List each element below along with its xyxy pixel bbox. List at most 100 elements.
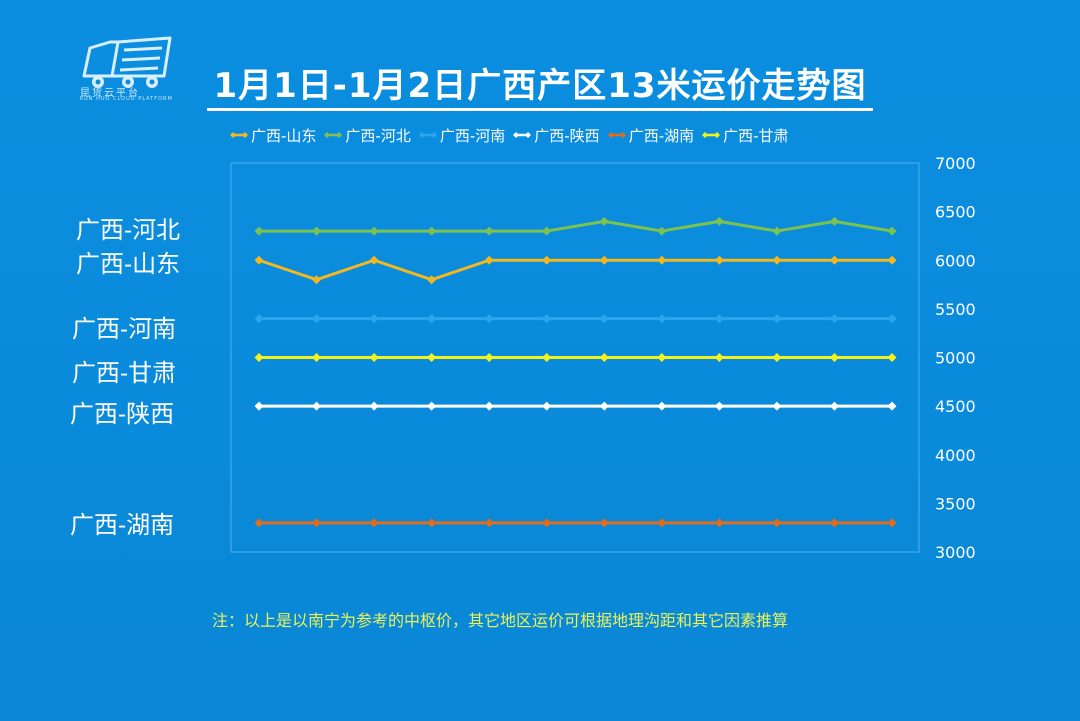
- data-point: [657, 353, 667, 362]
- legend-label: 广西-山东: [251, 126, 317, 145]
- data-point: [657, 314, 667, 324]
- data-point: [484, 401, 494, 411]
- data-point: [887, 401, 897, 411]
- side-label-shandong: 广西-山东: [76, 250, 181, 278]
- data-point: [369, 401, 379, 411]
- data-point: [542, 518, 552, 528]
- data-point: [542, 353, 552, 362]
- y-tick-label: 6500: [935, 203, 976, 222]
- data-point: [542, 255, 552, 265]
- legend-item-1: 广西-河北: [324, 124, 411, 146]
- data-point: [369, 226, 379, 236]
- data-point: [599, 314, 609, 324]
- data-point: [657, 518, 667, 528]
- data-point: [254, 401, 264, 411]
- legend-item-0: 广西-山东: [230, 124, 316, 146]
- data-point: [484, 518, 494, 528]
- y-tick-label: 3000: [935, 543, 976, 562]
- legend-item-5: 广西-甘肃: [702, 124, 789, 146]
- data-point: [427, 314, 437, 324]
- y-tick-label: 3500: [935, 494, 976, 513]
- legend-label: 广西-甘肃: [723, 126, 789, 145]
- truck-logo-icon: [82, 36, 172, 88]
- side-label-hebei: 广西-河北: [76, 216, 181, 244]
- data-point: [427, 353, 437, 362]
- data-point: [369, 314, 379, 324]
- data-point: [714, 216, 724, 226]
- legend-label: 广西-河南: [439, 126, 506, 145]
- logo-subtext: KUN HUO CLOUD PLATFORM: [80, 96, 173, 102]
- legend-label: 广西-湖南: [628, 126, 695, 145]
- data-point: [772, 401, 782, 411]
- legend-swatch: [230, 132, 248, 138]
- chart-title: 1月1日-1月2日广西产区13米运价走势图: [0, 58, 1080, 111]
- y-tick-label: 4000: [935, 446, 976, 465]
- legend-swatch: [418, 132, 437, 138]
- data-point: [427, 518, 437, 528]
- data-point: [427, 401, 437, 411]
- y-tick-label: 4500: [935, 397, 976, 416]
- y-tick-label: 7000: [935, 154, 976, 173]
- logo-text: 昆货云平台: [80, 88, 140, 99]
- data-point: [254, 353, 264, 362]
- legend-swatch: [702, 132, 721, 138]
- series-line-0: [258, 258, 892, 282]
- data-point: [772, 518, 782, 528]
- data-point: [829, 353, 839, 362]
- data-point: [542, 314, 552, 324]
- chart-legend: 广西-山东 广西-河北 广西-河南 广西-陕西 广西-湖南 广西-甘肃: [230, 124, 797, 146]
- data-point: [369, 518, 379, 528]
- plot-area-border: [230, 162, 920, 553]
- legend-item-2: 广西-河南: [418, 124, 506, 146]
- data-point: [657, 401, 667, 411]
- data-point: [829, 401, 839, 411]
- data-point: [369, 353, 379, 362]
- data-point: [484, 353, 494, 362]
- data-point: [312, 401, 322, 411]
- data-point: [657, 226, 667, 236]
- data-point: [772, 314, 782, 324]
- legend-item-4: 广西-湖南: [607, 124, 695, 146]
- data-point: [369, 255, 379, 265]
- data-point: [312, 226, 322, 236]
- y-tick-label: 5000: [935, 349, 976, 368]
- data-point: [599, 353, 609, 362]
- data-point: [254, 255, 264, 265]
- data-point: [714, 518, 724, 528]
- data-point: [887, 518, 897, 528]
- data-point: [887, 255, 897, 265]
- data-point: [254, 226, 264, 236]
- data-point: [484, 226, 494, 236]
- data-point: [714, 314, 724, 324]
- data-point: [599, 518, 609, 528]
- data-point: [312, 275, 322, 285]
- data-point: [427, 275, 437, 285]
- data-point: [312, 518, 322, 528]
- legend-label: 广西-河北: [345, 126, 411, 145]
- y-tick-label: 6000: [935, 251, 976, 270]
- data-point: [312, 314, 322, 324]
- y-tick-label: 5500: [935, 300, 976, 319]
- side-label-gansu: 广西-甘肃: [72, 359, 177, 387]
- legend-swatch: [324, 132, 343, 138]
- data-point: [829, 255, 839, 265]
- data-point: [772, 226, 782, 236]
- data-point: [829, 518, 839, 528]
- footnote: 注：以上是以南宁为参考的中枢价，其它地区运价可根据地理沟距和其它因素推算: [212, 611, 789, 630]
- data-point: [887, 314, 897, 324]
- data-point: [772, 353, 782, 362]
- side-label-shaanxi: 广西-陕西: [70, 400, 175, 428]
- data-point: [772, 255, 782, 265]
- data-point: [829, 314, 839, 324]
- side-label-hunan: 广西-湖南: [70, 511, 175, 539]
- data-point: [887, 226, 897, 236]
- data-point: [312, 353, 322, 362]
- data-point: [542, 226, 552, 236]
- data-point: [484, 314, 494, 324]
- legend-item-3: 广西-陕西: [513, 124, 600, 146]
- data-point: [542, 401, 552, 411]
- legend-swatch: [607, 132, 626, 138]
- data-point: [427, 226, 437, 236]
